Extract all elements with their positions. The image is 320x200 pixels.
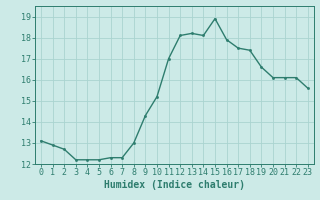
X-axis label: Humidex (Indice chaleur): Humidex (Indice chaleur) — [104, 180, 245, 190]
